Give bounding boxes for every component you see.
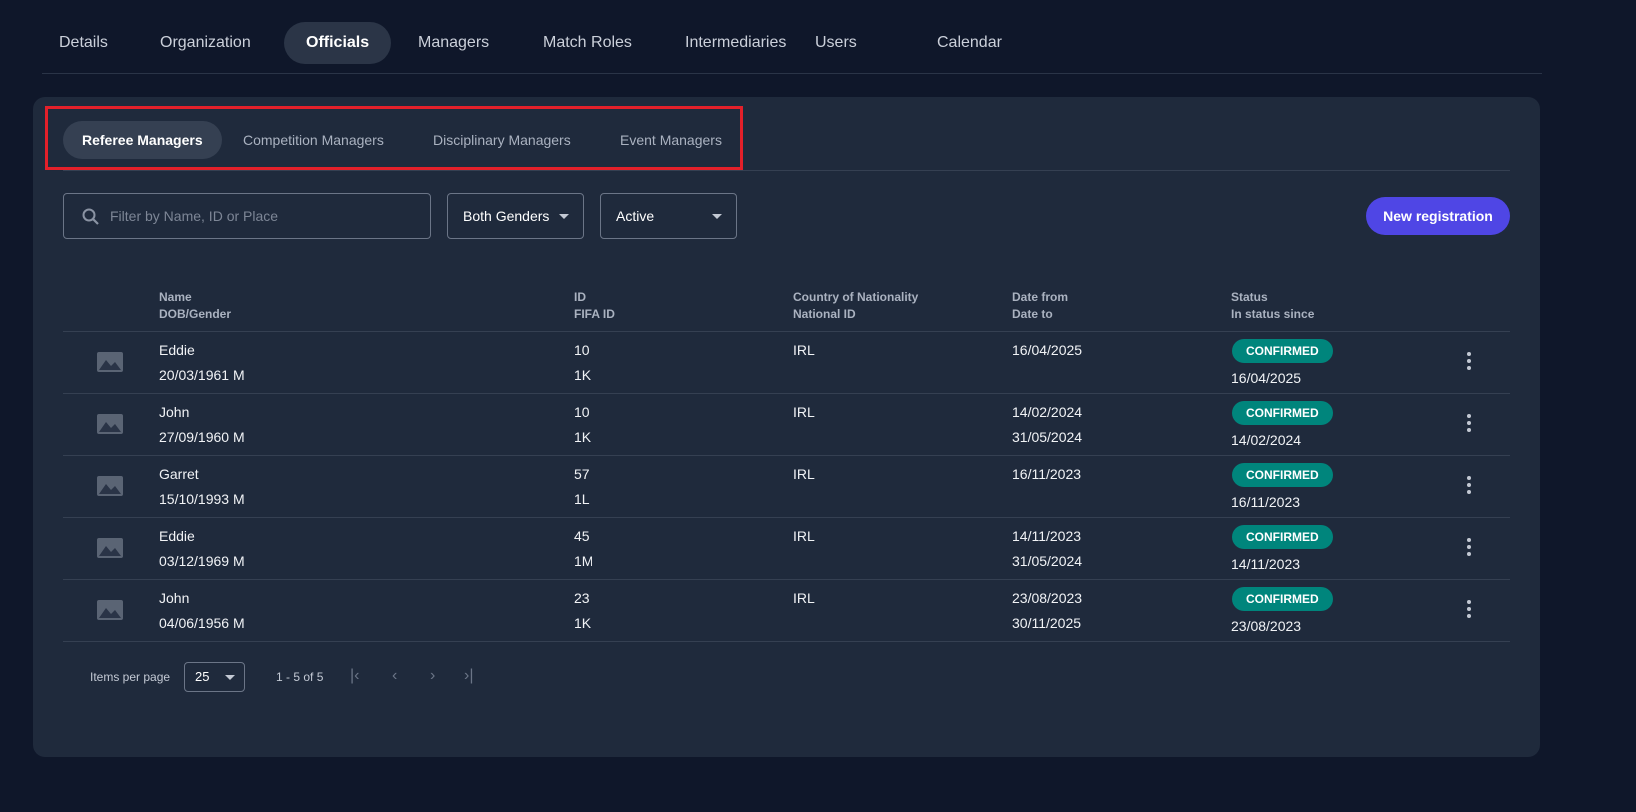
divider bbox=[63, 517, 1510, 518]
page-size-value: 25 bbox=[195, 669, 210, 684]
gender-value: Both Genders bbox=[463, 208, 550, 224]
status-select[interactable]: Active bbox=[600, 193, 737, 239]
name: Eddie bbox=[159, 528, 195, 544]
image-placeholder-icon bbox=[97, 600, 123, 620]
country: IRL bbox=[793, 404, 815, 420]
header-country[interactable]: Country of Nationality National ID bbox=[793, 290, 919, 321]
first-page-icon[interactable]: |‹ bbox=[350, 667, 360, 684]
date-to: 30/11/2025 bbox=[1012, 615, 1082, 631]
divider bbox=[63, 455, 1510, 456]
name: John bbox=[159, 404, 190, 420]
more-vert-icon[interactable] bbox=[1466, 600, 1472, 621]
id: 10 bbox=[574, 342, 590, 358]
divider bbox=[63, 579, 1510, 580]
subtab-competition-managers[interactable]: Competition Managers bbox=[243, 132, 384, 148]
id: 45 bbox=[574, 528, 590, 544]
chevron-down-icon bbox=[225, 675, 235, 680]
header-id[interactable]: ID FIFA ID bbox=[574, 290, 615, 321]
tab-intermediaries[interactable]: Intermediaries bbox=[685, 34, 787, 51]
name: Garret bbox=[159, 466, 199, 482]
highlight-box bbox=[45, 106, 743, 170]
tab-officials[interactable]: Officials bbox=[284, 22, 392, 64]
next-page-icon[interactable]: › bbox=[430, 667, 436, 684]
more-vert-icon[interactable] bbox=[1466, 414, 1472, 435]
tab-managers[interactable]: Managers bbox=[418, 34, 490, 51]
id: 57 bbox=[574, 466, 590, 482]
search-placeholder: Filter by Name, ID or Place bbox=[110, 208, 279, 224]
fifa-id: 1M bbox=[574, 553, 592, 569]
country: IRL bbox=[793, 342, 815, 358]
date-from: 23/08/2023 bbox=[1012, 590, 1083, 606]
chevron-down-icon bbox=[559, 214, 569, 219]
search-icon bbox=[82, 208, 99, 225]
search-input[interactable]: Filter by Name, ID or Place bbox=[63, 193, 431, 239]
fifa-id: 1K bbox=[574, 615, 592, 631]
status-value: Active bbox=[616, 208, 655, 224]
dob-gender: 20/03/1961 M bbox=[159, 367, 245, 383]
id: 10 bbox=[574, 404, 590, 420]
dob-gender: 03/12/1969 M bbox=[159, 553, 245, 569]
tab-calendar[interactable]: Calendar bbox=[937, 34, 1002, 51]
page-range: 1 - 5 of 5 bbox=[276, 670, 324, 684]
country: IRL bbox=[793, 528, 815, 544]
more-vert-icon[interactable] bbox=[1466, 538, 1472, 559]
image-placeholder-icon bbox=[97, 476, 123, 496]
status-since: 23/08/2023 bbox=[1231, 618, 1302, 634]
content-panel bbox=[33, 97, 1540, 757]
date-from: 16/11/2023 bbox=[1012, 466, 1082, 482]
status-badge: CONFIRMED bbox=[1232, 339, 1333, 363]
subtab-event-managers[interactable]: Event Managers bbox=[620, 132, 722, 148]
page-size-select[interactable]: 25 bbox=[184, 662, 245, 692]
date-from: 14/11/2023 bbox=[1012, 528, 1082, 544]
status-since: 16/11/2023 bbox=[1231, 494, 1301, 510]
tab-users[interactable]: Users bbox=[815, 34, 857, 51]
date-to: 31/05/2024 bbox=[1012, 429, 1083, 445]
dob-gender: 27/09/1960 M bbox=[159, 429, 245, 445]
image-placeholder-icon bbox=[97, 414, 123, 434]
header-status[interactable]: Status In status since bbox=[1231, 290, 1315, 321]
fifa-id: 1L bbox=[574, 491, 590, 507]
tab-details[interactable]: Details bbox=[59, 34, 108, 51]
status-badge: CONFIRMED bbox=[1232, 525, 1333, 549]
more-vert-icon[interactable] bbox=[1466, 476, 1472, 497]
divider bbox=[63, 331, 1510, 332]
last-page-icon[interactable]: ›| bbox=[464, 667, 474, 684]
name: Eddie bbox=[159, 342, 195, 358]
status-since: 14/11/2023 bbox=[1231, 556, 1301, 572]
status-since: 16/04/2025 bbox=[1231, 370, 1302, 386]
divider bbox=[63, 393, 1510, 394]
divider bbox=[63, 170, 1510, 171]
divider bbox=[42, 73, 1542, 74]
tab-match-roles[interactable]: Match Roles bbox=[543, 34, 632, 51]
date-from: 16/04/2025 bbox=[1012, 342, 1083, 358]
header-dates[interactable]: Date from Date to bbox=[1012, 290, 1069, 321]
date-from: 14/02/2024 bbox=[1012, 404, 1083, 420]
divider bbox=[63, 641, 1510, 642]
fifa-id: 1K bbox=[574, 367, 592, 383]
prev-page-icon[interactable]: ‹ bbox=[392, 667, 398, 684]
chevron-down-icon bbox=[712, 214, 722, 219]
fifa-id: 1K bbox=[574, 429, 592, 445]
tab-organization[interactable]: Organization bbox=[160, 34, 251, 51]
dob-gender: 04/06/1956 M bbox=[159, 615, 245, 631]
header-name[interactable]: Name DOB/Gender bbox=[159, 290, 232, 321]
new-registration-button[interactable]: New registration bbox=[1366, 197, 1510, 235]
id: 23 bbox=[574, 590, 590, 606]
dob-gender: 15/10/1993 M bbox=[159, 491, 245, 507]
date-to: 31/05/2024 bbox=[1012, 553, 1083, 569]
items-per-page-label: Items per page bbox=[90, 670, 171, 684]
image-placeholder-icon bbox=[97, 538, 123, 558]
gender-select[interactable]: Both Genders bbox=[447, 193, 584, 239]
status-badge: CONFIRMED bbox=[1232, 463, 1333, 487]
subtab-referee-managers[interactable]: Referee Managers bbox=[63, 121, 222, 159]
status-badge: CONFIRMED bbox=[1232, 401, 1333, 425]
status-since: 14/02/2024 bbox=[1231, 432, 1302, 448]
country: IRL bbox=[793, 590, 815, 606]
image-placeholder-icon bbox=[97, 352, 123, 372]
status-badge: CONFIRMED bbox=[1232, 587, 1333, 611]
name: John bbox=[159, 590, 190, 606]
country: IRL bbox=[793, 466, 815, 482]
more-vert-icon[interactable] bbox=[1466, 352, 1472, 373]
subtab-disciplinary-managers[interactable]: Disciplinary Managers bbox=[433, 132, 571, 148]
